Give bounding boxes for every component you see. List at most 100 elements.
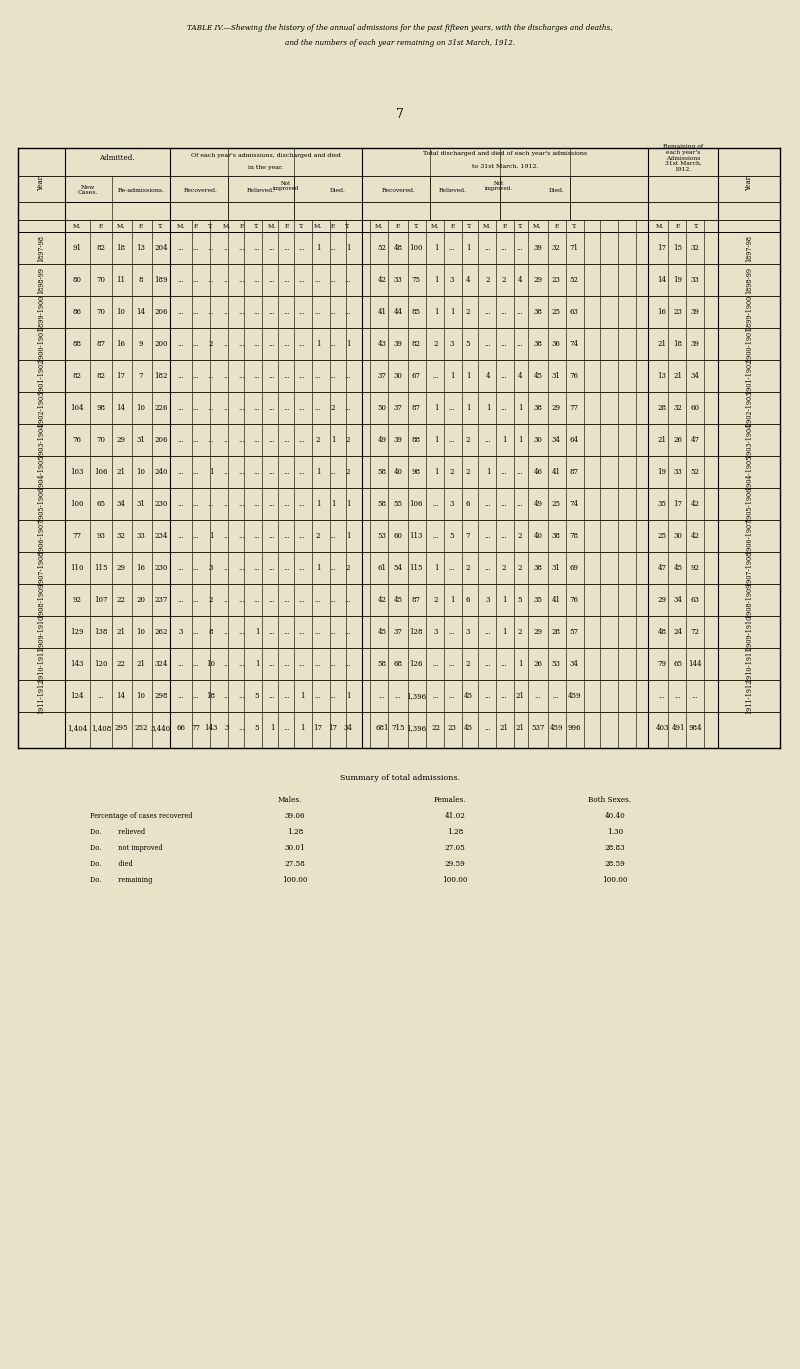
Text: ...: ... <box>238 628 246 637</box>
Text: 80: 80 <box>73 277 82 283</box>
Text: Recovered.: Recovered. <box>184 188 218 193</box>
Text: 55: 55 <box>394 500 402 508</box>
Text: 1: 1 <box>434 435 438 444</box>
Text: 21: 21 <box>117 468 126 476</box>
Text: 1909-1910: 1909-1910 <box>37 615 45 650</box>
Text: ...: ... <box>269 372 275 381</box>
Text: ...: ... <box>224 244 230 252</box>
Text: ...: ... <box>284 691 290 700</box>
Text: 74: 74 <box>570 500 578 508</box>
Text: 9: 9 <box>138 340 143 348</box>
Text: 67: 67 <box>411 372 421 381</box>
Text: 226: 226 <box>154 404 168 412</box>
Text: M.: M. <box>431 223 439 229</box>
Text: ...: ... <box>178 564 184 572</box>
Text: 3,440: 3,440 <box>151 724 171 732</box>
Text: F.: F. <box>138 223 144 229</box>
Text: 126: 126 <box>410 660 422 668</box>
Text: 71: 71 <box>570 244 578 252</box>
Text: ...: ... <box>254 277 260 283</box>
Text: 4: 4 <box>466 277 470 283</box>
Text: 1: 1 <box>254 628 259 637</box>
Text: ...: ... <box>314 596 322 604</box>
Text: ...: ... <box>269 596 275 604</box>
Text: ...: ... <box>284 564 290 572</box>
Text: ...: ... <box>98 691 104 700</box>
Text: Total discharged and died of each year's admissions: Total discharged and died of each year's… <box>423 152 587 156</box>
Text: 22: 22 <box>117 660 126 668</box>
Text: ...: ... <box>330 244 336 252</box>
Text: ...: ... <box>485 340 491 348</box>
Text: 42: 42 <box>690 500 699 508</box>
Text: 1908-1909: 1908-1909 <box>745 582 753 617</box>
Text: ...: ... <box>449 564 455 572</box>
Text: 459: 459 <box>567 691 581 700</box>
Text: ...: ... <box>224 500 230 508</box>
Text: 100: 100 <box>70 500 84 508</box>
Text: 3: 3 <box>466 628 470 637</box>
Text: ...: ... <box>254 596 260 604</box>
Text: ...: ... <box>269 564 275 572</box>
Text: 42: 42 <box>378 277 386 283</box>
Text: ...: ... <box>178 244 184 252</box>
Text: ...: ... <box>501 244 507 252</box>
Text: 2: 2 <box>486 277 490 283</box>
Text: 1903-1904: 1903-1904 <box>37 423 45 457</box>
Text: 30.01: 30.01 <box>285 845 306 852</box>
Text: 1: 1 <box>254 660 259 668</box>
Text: 16: 16 <box>137 564 146 572</box>
Text: 100.00: 100.00 <box>282 876 308 884</box>
Text: ...: ... <box>269 468 275 476</box>
Text: 1: 1 <box>502 628 506 637</box>
Text: ...: ... <box>193 628 199 637</box>
Text: 113: 113 <box>410 533 422 539</box>
Text: 41: 41 <box>378 308 386 316</box>
Text: 2: 2 <box>518 533 522 539</box>
Text: Relieved.: Relieved. <box>439 188 467 193</box>
Text: ...: ... <box>284 340 290 348</box>
Text: 65: 65 <box>674 660 682 668</box>
Text: 60: 60 <box>690 404 699 412</box>
Text: 58: 58 <box>378 468 386 476</box>
Text: to 31st March, 1912.: to 31st March, 1912. <box>472 163 538 168</box>
Text: 98: 98 <box>97 404 106 412</box>
Text: 52: 52 <box>378 244 386 252</box>
Text: 29: 29 <box>117 435 126 444</box>
Text: ...: ... <box>330 372 336 381</box>
Text: 8: 8 <box>138 277 143 283</box>
Text: TABLE IV.—Shewing the history of the annual admissions for the past fifteen year: TABLE IV.—Shewing the history of the ann… <box>187 25 613 31</box>
Text: Relieved.: Relieved. <box>247 188 275 193</box>
Text: ...: ... <box>314 628 322 637</box>
Text: ...: ... <box>449 244 455 252</box>
Text: 25: 25 <box>551 308 561 316</box>
Text: 2: 2 <box>518 628 522 637</box>
Text: 295: 295 <box>114 724 128 732</box>
Text: 2: 2 <box>346 468 350 476</box>
Text: Recovered.: Recovered. <box>382 188 416 193</box>
Text: 1909-1910: 1909-1910 <box>745 615 753 650</box>
Text: 1907-1908: 1907-1908 <box>745 550 753 586</box>
Text: ...: ... <box>284 468 290 476</box>
Text: 34: 34 <box>690 372 699 381</box>
Text: 1,408: 1,408 <box>91 724 111 732</box>
Text: 88: 88 <box>73 340 82 348</box>
Text: 20: 20 <box>137 596 146 604</box>
Text: 72: 72 <box>690 628 699 637</box>
Text: ...: ... <box>314 277 322 283</box>
Text: ...: ... <box>501 660 507 668</box>
Text: ...: ... <box>269 691 275 700</box>
Text: 10: 10 <box>137 404 146 412</box>
Text: 21: 21 <box>658 435 666 444</box>
Text: 715: 715 <box>391 724 405 732</box>
Text: ...: ... <box>517 244 523 252</box>
Text: 1: 1 <box>466 244 470 252</box>
Text: Do.        remaining: Do. remaining <box>90 876 152 884</box>
Text: M.: M. <box>375 223 383 229</box>
Text: 32: 32 <box>674 404 682 412</box>
Text: ...: ... <box>449 404 455 412</box>
Text: ...: ... <box>449 691 455 700</box>
Text: ...: ... <box>692 691 698 700</box>
Text: 87: 87 <box>570 468 578 476</box>
Text: ...: ... <box>658 691 666 700</box>
Text: ...: ... <box>224 596 230 604</box>
